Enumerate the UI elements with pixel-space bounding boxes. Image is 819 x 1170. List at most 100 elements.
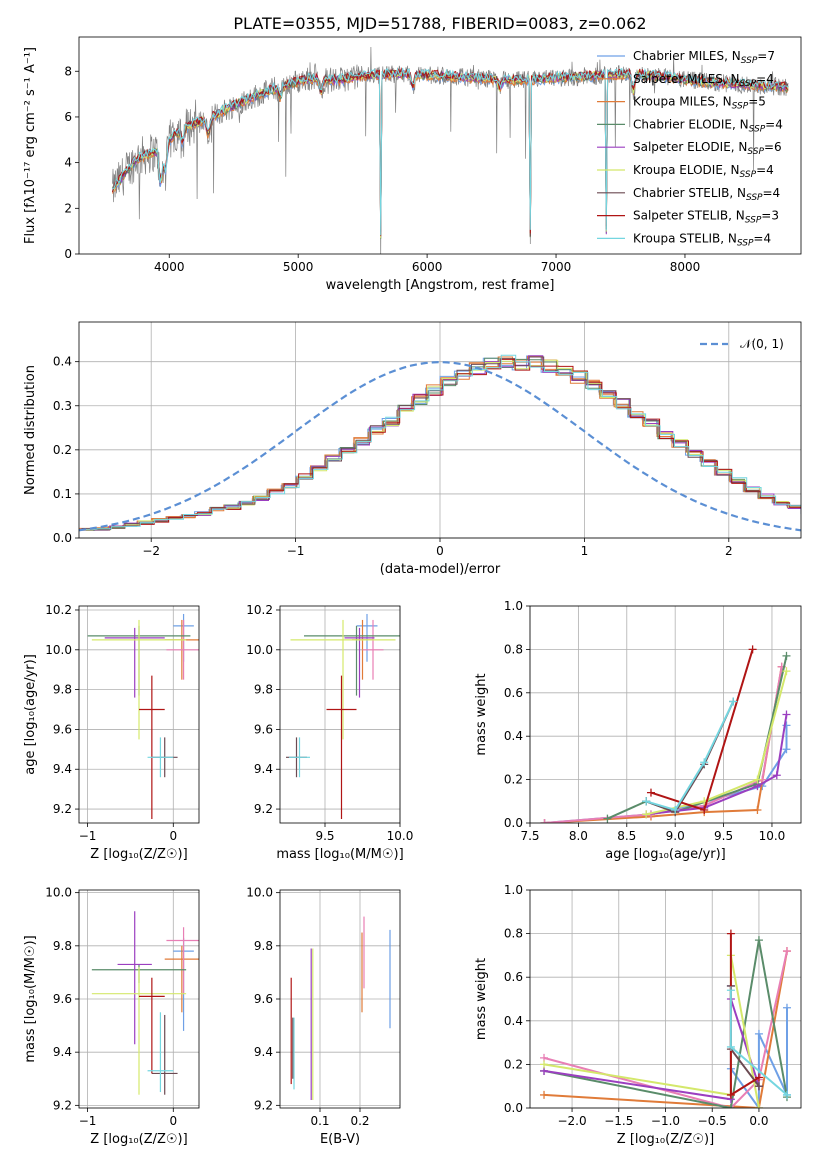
plot-area [540, 645, 791, 823]
errorbar-point [289, 737, 310, 778]
y-axis-label: age [log₁₀(age/yr)] [23, 654, 38, 775]
axes-frame [279, 605, 401, 824]
legend-subscript: SSP [732, 102, 749, 112]
y-tick-label: 9.2 [254, 1098, 273, 1112]
legend-subscript: SSP [746, 193, 763, 203]
x-tick-label: 2 [725, 544, 733, 558]
legend-label: Chabrier ELODIE, N [633, 117, 749, 131]
y-tick-label: 9.6 [53, 722, 72, 736]
y-tick-label: 10.2 [45, 603, 72, 617]
legend-entry: Kroupa ELODIE, NSSP=4 [633, 163, 774, 180]
x-tick-label: 10.0 [387, 829, 414, 843]
y-tick-label: 9.2 [53, 802, 72, 816]
errorbar-point [164, 945, 199, 1013]
legend-entry: Chabrier ELODIE, NSSP=4 [633, 117, 783, 134]
x-tick-label: 1 [581, 544, 589, 558]
y-tick-label: 10.0 [45, 643, 72, 657]
x-axis-label: Z [log₁₀(Z/Z☉)] [617, 1132, 714, 1147]
legend-subscript: SSP [747, 147, 764, 157]
axes-frame [78, 36, 802, 255]
plus-marker [726, 929, 735, 938]
mass-weight-line [645, 701, 735, 812]
plus-marker [671, 805, 680, 814]
legend-label: Salpeter STELIB, N [633, 209, 745, 223]
histogram-step-line [81, 359, 801, 531]
y-tick-label: 9.4 [254, 1045, 273, 1059]
plus-marker [726, 1104, 735, 1108]
plot-area [290, 916, 391, 1101]
y-tick-label: 4 [64, 156, 72, 170]
axes-frame [529, 889, 802, 1109]
plot-area [87, 613, 199, 820]
y-tick-label: 0.4 [504, 1014, 523, 1028]
y-tick-label: 0.8 [504, 927, 523, 941]
panel-spectrum: 4000 5000 6000 7000 8000 0 2 4 6 8 wavelength [Ang… [23, 36, 802, 293]
x-axis-label: E(B-V) [320, 1132, 360, 1147]
plus-marker [729, 697, 738, 706]
y-tick-label: 9.8 [53, 939, 72, 953]
y-tick-label: 9.4 [53, 1045, 72, 1059]
y-tick-label: 0.2 [504, 1057, 523, 1071]
x-tick-label: 0 [436, 544, 444, 558]
x-tick-label: −1 [287, 544, 305, 558]
plot-area [286, 613, 400, 820]
y-tick-label: 9.8 [53, 683, 72, 697]
y-axis-label: Flux [fλ10⁻¹⁷ erg cm⁻² s⁻¹ A⁻¹] [23, 47, 38, 244]
plus-marker [782, 710, 791, 719]
legend-value: =7 [757, 49, 775, 63]
y-tick-label: 9.2 [53, 1098, 72, 1112]
plus-marker [753, 775, 762, 784]
legend-value: =4 [763, 186, 781, 200]
x-tick-label: −1.5 [604, 1114, 633, 1128]
plus-marker [782, 745, 791, 754]
legend-entry: Chabrier STELIB, NSSP=4 [633, 186, 780, 203]
plus-marker [726, 986, 735, 995]
y-tick-label: 8 [64, 64, 72, 78]
x-tick-label: 0 [169, 1114, 177, 1128]
plus-marker [754, 936, 763, 945]
legend-label: Chabrier STELIB, N [633, 186, 746, 200]
x-tick-label: 0.1 [310, 1114, 329, 1128]
y-tick-label: 0.8 [504, 642, 523, 656]
x-tick-label: 8000 [670, 260, 701, 274]
x-tick-label: 4000 [154, 260, 185, 274]
legend-subscript: SSP [741, 56, 758, 66]
y-tick-label: 9.6 [254, 722, 273, 736]
y-tick-label: 0.0 [504, 816, 523, 830]
model-spectrum-line [112, 67, 789, 236]
x-axis-label: (data-model)/error [380, 562, 501, 577]
y-tick-label: 0.2 [53, 443, 72, 457]
plus-marker [646, 788, 655, 797]
legend-subscript: SSP [740, 170, 757, 180]
legend-value: =3 [761, 209, 779, 223]
plus-marker [782, 947, 791, 956]
x-tick-label: −1 [79, 829, 97, 843]
x-tick-label: 9.5 [315, 829, 334, 843]
y-tick-label: 9.4 [53, 762, 72, 776]
axes-frame [78, 605, 200, 824]
legend-label: Kroupa ELODIE, N [633, 163, 740, 177]
x-tick-label: 6000 [412, 260, 443, 274]
panel-mass-weight-vs-Z: −2.0 −1.5 −1.0 −0.5 0.0 0.0 0.2 0.4 0.6 0.8 1.0 Z [… [474, 883, 802, 1147]
y-tick-label: 0.0 [53, 531, 72, 545]
plus-marker [754, 1029, 763, 1038]
y-tick-label: 9.4 [254, 762, 273, 776]
legend-subscript: SSP [737, 238, 754, 248]
x-tick-label: 0.0 [749, 1114, 768, 1128]
y-axis-label: mass [log₁₀(M/M☉)] [23, 935, 38, 1062]
plus-marker [754, 1104, 763, 1108]
errorbar-point [117, 911, 152, 1045]
legend-value: =6 [764, 140, 782, 154]
legend-entry: Salpeter MILES, NSSP=4 [633, 72, 774, 89]
errorbar-point [151, 1014, 178, 1095]
y-tick-label: 0.6 [504, 686, 523, 700]
mass-weight-line [543, 939, 788, 1108]
y-tick-label: 9.8 [254, 939, 273, 953]
x-tick-label: 8.0 [569, 829, 588, 843]
model-spectrum-line [112, 67, 789, 236]
legend-label: Salpeter ELODIE, N [633, 140, 747, 154]
legend-value: =4 [756, 163, 774, 177]
y-tick-label: 0.0 [504, 1101, 523, 1115]
errorbar-point [139, 675, 165, 820]
